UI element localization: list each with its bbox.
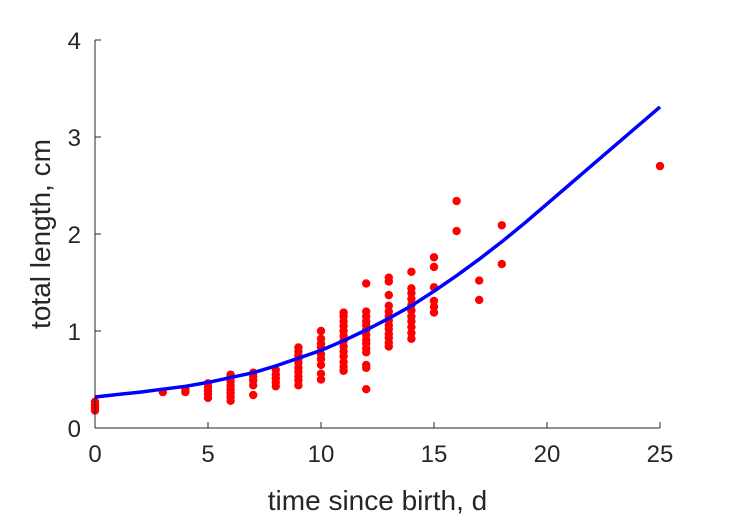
data-point bbox=[316, 334, 326, 343]
data-point bbox=[316, 375, 326, 384]
x-tick-label: 15 bbox=[421, 441, 448, 468]
data-point bbox=[407, 334, 416, 343]
y-tick-label: 0 bbox=[68, 416, 81, 443]
data-point bbox=[384, 290, 393, 300]
data-point bbox=[655, 161, 665, 171]
data-point bbox=[407, 322, 416, 332]
data-point bbox=[294, 343, 303, 352]
data-point bbox=[407, 312, 416, 321]
data-point bbox=[362, 307, 371, 316]
data-point bbox=[316, 360, 326, 370]
data-point bbox=[497, 221, 506, 230]
data-point bbox=[316, 369, 326, 378]
data-point bbox=[429, 253, 439, 262]
y-axis-title: total length, cm bbox=[25, 139, 56, 329]
data-point bbox=[407, 294, 416, 304]
data-point bbox=[384, 273, 393, 282]
y-tick-label: 1 bbox=[68, 319, 81, 346]
data-point bbox=[497, 259, 506, 269]
x-tick-label: 25 bbox=[647, 441, 674, 468]
x-axis-title: time since birth, d bbox=[268, 485, 487, 516]
fit-curve-line bbox=[94, 105, 662, 399]
data-point bbox=[475, 276, 484, 285]
data-point bbox=[452, 196, 461, 206]
data-point bbox=[407, 284, 416, 293]
data-point bbox=[362, 385, 371, 394]
data-point bbox=[452, 226, 461, 236]
data-point bbox=[339, 357, 348, 367]
data-point bbox=[429, 262, 439, 272]
data-point bbox=[316, 326, 326, 336]
x-tick-label: 10 bbox=[308, 441, 335, 468]
x-tick-label: 5 bbox=[201, 441, 214, 468]
data-point bbox=[429, 296, 439, 306]
x-tick-label: 20 bbox=[534, 441, 561, 468]
plot-area bbox=[90, 105, 665, 415]
data-point bbox=[362, 279, 371, 288]
y-tick-label: 3 bbox=[68, 125, 81, 152]
data-point bbox=[407, 328, 416, 338]
data-point bbox=[249, 390, 258, 400]
y-tick-label: 4 bbox=[68, 28, 81, 55]
data-point bbox=[429, 308, 439, 317]
data-point bbox=[384, 307, 393, 316]
data-point bbox=[384, 301, 393, 310]
data-point bbox=[475, 295, 484, 305]
data-point bbox=[339, 308, 348, 317]
data-point bbox=[339, 342, 348, 351]
data-point bbox=[362, 360, 371, 370]
axes: 0 5 10 15 20 25 0 1 2 3 4 bbox=[68, 28, 674, 468]
data-point bbox=[429, 302, 439, 311]
data-point bbox=[407, 267, 416, 277]
y-tick-label: 2 bbox=[68, 222, 81, 249]
x-tick-label: 0 bbox=[88, 441, 101, 468]
